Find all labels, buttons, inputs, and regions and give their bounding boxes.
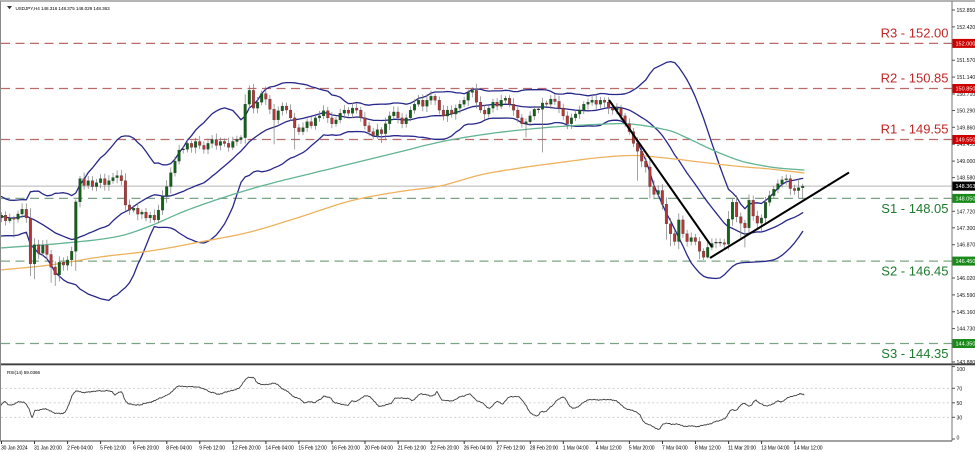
svg-text:150.710: 150.710 xyxy=(957,92,975,98)
svg-text:151.570: 151.570 xyxy=(957,58,975,64)
svg-text:147.300: 147.300 xyxy=(957,226,975,232)
svg-text:S2 - 146.45: S2 - 146.45 xyxy=(881,264,948,279)
svg-text:14 Mar 12:00: 14 Mar 12:00 xyxy=(794,445,823,451)
svg-text:11 Mar 20:00: 11 Mar 20:00 xyxy=(728,445,756,451)
svg-text:144.350: 144.350 xyxy=(956,342,975,348)
svg-text:15 Feb 12:00: 15 Feb 12:00 xyxy=(298,445,327,451)
svg-text:146.020: 146.020 xyxy=(957,276,975,282)
svg-text:144.730: 144.730 xyxy=(957,327,975,333)
svg-text:5 Feb 12:00: 5 Feb 12:00 xyxy=(100,445,126,451)
svg-text:28 Feb 20:00: 28 Feb 20:00 xyxy=(530,445,559,451)
svg-text:152.850: 152.850 xyxy=(957,8,975,14)
svg-text:12 Feb 20:00: 12 Feb 20:00 xyxy=(232,445,261,451)
svg-text:150.850: 150.850 xyxy=(956,87,975,93)
svg-text:149.000: 149.000 xyxy=(957,159,975,165)
svg-text:4 Mar 12:00: 4 Mar 12:00 xyxy=(596,445,622,451)
svg-text:146.450: 146.450 xyxy=(956,259,975,265)
svg-text:148.580: 148.580 xyxy=(957,176,975,182)
svg-text:5 Mar 20:00: 5 Mar 20:00 xyxy=(629,445,655,451)
svg-text:148.050: 148.050 xyxy=(956,197,975,203)
svg-text:152.000: 152.000 xyxy=(956,42,975,48)
svg-text:S3 - 144.35: S3 - 144.35 xyxy=(881,346,948,361)
svg-text:149.550: 149.550 xyxy=(956,138,975,144)
svg-text:R2 - 150.85: R2 - 150.85 xyxy=(881,71,949,86)
svg-text:9 Feb 12:00: 9 Feb 12:00 xyxy=(199,445,225,451)
svg-text:22 Feb 20:00: 22 Feb 20:00 xyxy=(431,445,460,451)
svg-text:31 Jan 20:00: 31 Jan 20:00 xyxy=(34,445,62,451)
svg-text:50: 50 xyxy=(957,401,963,407)
svg-text:RSI(14) 59.0366: RSI(14) 59.0366 xyxy=(7,370,40,375)
svg-text:6 Feb 20:00: 6 Feb 20:00 xyxy=(133,445,159,451)
svg-text:145.160: 145.160 xyxy=(957,310,975,316)
svg-text:0: 0 xyxy=(957,436,960,442)
svg-text:70: 70 xyxy=(957,386,963,392)
svg-text:27 Feb 12:00: 27 Feb 12:00 xyxy=(497,445,526,451)
svg-text:149.430: 149.430 xyxy=(957,142,975,148)
svg-text:152.420: 152.420 xyxy=(957,25,975,31)
svg-text:145.590: 145.590 xyxy=(957,293,975,299)
svg-text:R1 - 149.55: R1 - 149.55 xyxy=(881,122,949,137)
svg-text:26 Feb 04:00: 26 Feb 04:00 xyxy=(464,445,493,451)
svg-text:20 Feb 04:00: 20 Feb 04:00 xyxy=(365,445,394,451)
svg-text:USDJPY,H4 148.316 148.375 148: USDJPY,H4 148.316 148.375 148.029 148.36… xyxy=(16,6,111,11)
svg-text:21 Feb 12:00: 21 Feb 12:00 xyxy=(398,445,427,451)
svg-text:30: 30 xyxy=(957,415,963,421)
svg-text:149.860: 149.860 xyxy=(957,125,975,131)
svg-text:16 Feb 20:00: 16 Feb 20:00 xyxy=(332,445,361,451)
svg-text:146.870: 146.870 xyxy=(957,243,975,249)
svg-text:148.363: 148.363 xyxy=(956,184,975,190)
svg-text:8 Mar 12:00: 8 Mar 12:00 xyxy=(695,445,721,451)
svg-text:143.880: 143.880 xyxy=(957,360,975,366)
svg-text:100: 100 xyxy=(957,367,966,373)
svg-text:7 Mar 04:00: 7 Mar 04:00 xyxy=(662,445,688,451)
svg-text:R3 - 152.00: R3 - 152.00 xyxy=(881,25,949,40)
svg-text:1 Mar 04:00: 1 Mar 04:00 xyxy=(563,445,589,451)
svg-text:2 Feb 04:00: 2 Feb 04:00 xyxy=(67,445,93,451)
svg-text:13 Mar 04:00: 13 Mar 04:00 xyxy=(761,445,790,451)
svg-text:8 Feb 04:00: 8 Feb 04:00 xyxy=(166,445,192,451)
svg-text:147.720: 147.720 xyxy=(957,209,975,215)
svg-text:14 Feb 04:00: 14 Feb 04:00 xyxy=(265,445,294,451)
svg-text:150.290: 150.290 xyxy=(957,109,975,115)
svg-text:S1 - 148.05: S1 - 148.05 xyxy=(881,201,948,216)
svg-text:30 Jan 2024: 30 Jan 2024 xyxy=(1,445,28,451)
svg-text:151.140: 151.140 xyxy=(957,75,975,81)
